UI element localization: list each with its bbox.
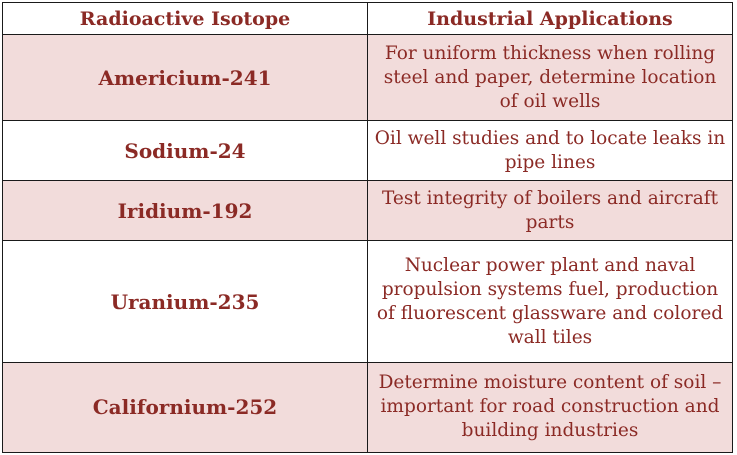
table-row: Iridium-192 Test integrity of boilers an… (2, 180, 733, 242)
application-cell: For uniform thickness when rolling steel… (367, 33, 733, 122)
isotope-cell: Californium-252 (2, 361, 368, 454)
application-cell: Determine moisture content of soil – imp… (367, 361, 733, 454)
table-row: Uranium-235 Nuclear power plant and nava… (2, 240, 733, 363)
column-header-isotope: Radioactive Isotope (2, 2, 368, 35)
column-header-applications: Industrial Applications (367, 2, 733, 35)
application-cell: Oil well studies and to locate leaks in … (367, 120, 733, 182)
table-row: Americium-241 For uniform thickness when… (2, 33, 733, 122)
table-row: Californium-252 Determine moisture conte… (2, 361, 733, 454)
table-row: Sodium-24 Oil well studies and to locate… (2, 120, 733, 182)
application-cell: Test integrity of boilers and aircraft p… (367, 180, 733, 242)
isotope-cell: Uranium-235 (2, 240, 368, 363)
isotope-cell: Iridium-192 (2, 180, 368, 242)
table-header-row: Radioactive Isotope Industrial Applicati… (2, 2, 733, 35)
isotope-cell: Sodium-24 (2, 120, 368, 182)
isotope-cell: Americium-241 (2, 33, 368, 122)
application-cell: Nuclear power plant and naval propulsion… (367, 240, 733, 363)
